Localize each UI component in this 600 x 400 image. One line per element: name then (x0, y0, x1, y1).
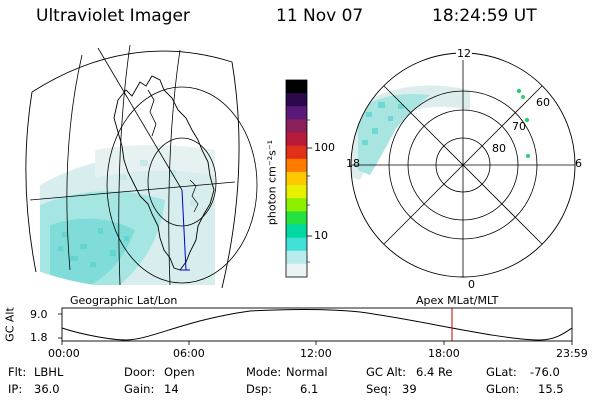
colorbar-segment (286, 211, 307, 226)
mlat-label-80: 80 (492, 142, 506, 155)
mlt-label-midnight: 0 (468, 278, 475, 291)
time-tick-0600: 06:00 (173, 347, 205, 360)
glat-label: GLat: (486, 365, 517, 379)
geographic-map (25, 44, 258, 289)
instrument-title: Ultraviolet Imager (36, 6, 190, 26)
colorbar-segment (286, 224, 307, 239)
dsp-label: Dsp: (246, 382, 273, 396)
observation-time: 18:24:59 UT (432, 6, 537, 26)
door-label: Door: (124, 365, 156, 379)
dsp-value: 6.1 (300, 382, 319, 396)
observation-date: 11 Nov 07 (276, 6, 364, 26)
colorbar-segment (286, 145, 307, 160)
mlt-label-dawn: 6 (575, 157, 582, 170)
alt-tick-low: 1.8 (30, 331, 48, 344)
colorbar (286, 80, 307, 278)
left-panel-caption: Geographic Lat/Lon (70, 294, 178, 307)
colorbar-segment (286, 132, 307, 147)
mlat-label-70: 70 (512, 120, 526, 133)
mode-value: Normal (286, 365, 328, 379)
colorbar-segment (286, 93, 307, 107)
time-tick-0000: 00:00 (48, 347, 80, 360)
colorbar-segment (286, 237, 307, 252)
door-value: Open (164, 365, 195, 379)
gcalt-label: GC Alt: (366, 365, 407, 379)
seq-label: Seq: (366, 382, 392, 396)
colorbar-segment (286, 158, 307, 173)
gcalt-value: 6.4 Re (416, 365, 453, 379)
colorbar-unit-label: photon cm⁻²s⁻¹ (265, 139, 279, 226)
mlt-label-noon: 12 (456, 47, 472, 60)
gain-value: 14 (164, 382, 179, 396)
seq-value: 39 (402, 382, 417, 396)
colorbar-segment (286, 250, 307, 265)
colorbar-segment (286, 198, 307, 212)
right-panel-caption: Apex MLat/MLT (416, 294, 499, 307)
time-tick-2359: 23:59 (556, 347, 588, 360)
colorbar-segment (286, 106, 307, 120)
polar-plot (350, 52, 576, 278)
flt-label: Flt: (8, 365, 27, 379)
colorbar-segment (286, 171, 307, 186)
altitude-plot (58, 307, 573, 345)
glon-label: GLon: (486, 382, 520, 396)
colorbar-segment (286, 80, 307, 94)
colorbar-tick-100: 100 (314, 141, 335, 154)
time-tick-1200: 12:00 (300, 347, 332, 360)
colorbar-tick-10: 10 (314, 229, 328, 242)
mode-label: Mode: (246, 365, 282, 379)
right-aurora-emission (351, 85, 470, 180)
alt-axis-label: GC Alt (3, 307, 17, 342)
mlat-label-60: 60 (536, 96, 550, 109)
gain-label: Gain: (124, 382, 155, 396)
glat-value: -76.0 (530, 365, 560, 379)
colorbar-segment (286, 185, 307, 199)
flt-value: LBHL (34, 365, 64, 379)
ip-label: IP: (8, 382, 23, 396)
mlt-label-dusk: 18 (346, 157, 360, 170)
colorbar-segment (286, 119, 307, 134)
ip-value: 36.0 (34, 382, 60, 396)
colorbar-segment (286, 263, 307, 278)
time-tick-1800: 18:00 (428, 347, 460, 360)
glon-value: 15.5 (538, 382, 564, 396)
left-aurora-emission (40, 145, 215, 285)
alt-tick-high: 9.0 (30, 308, 48, 321)
